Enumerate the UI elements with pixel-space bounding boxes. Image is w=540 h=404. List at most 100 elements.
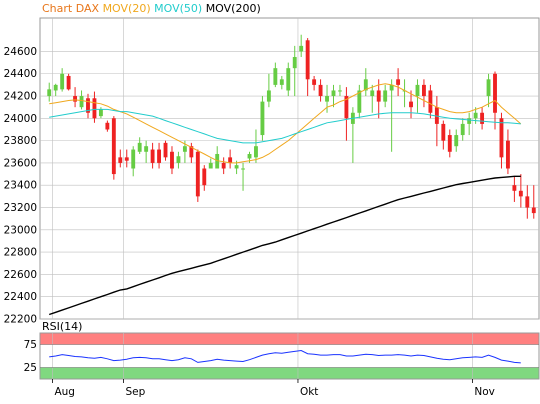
- candle-body-down: [202, 168, 207, 186]
- candle-body-down: [525, 196, 530, 208]
- candle-body-up: [254, 146, 258, 158]
- legend-mov20: MOV(20): [103, 2, 151, 15]
- legend-mov200: MOV(200): [206, 2, 261, 15]
- candle-body-up: [98, 109, 103, 117]
- candle-body-down: [312, 79, 317, 85]
- candle-body-down: [344, 96, 349, 119]
- candle-body-up: [47, 89, 52, 97]
- candle-body-up: [415, 84, 420, 97]
- candle-body-up: [137, 142, 142, 152]
- x-tick-label: Okt: [300, 386, 318, 398]
- candle-body-down: [157, 149, 161, 163]
- rsi-tick-label: 25: [24, 362, 37, 374]
- candle-body-down: [189, 146, 194, 158]
- price-y-axis: 22200 22400 22600 22800 23000 23200 23400 23600…: [4, 46, 37, 326]
- rsi-bands: [40, 333, 539, 379]
- mov200-line: [48, 175, 521, 316]
- candle-body-down: [480, 112, 485, 124]
- candle-body-up: [363, 79, 368, 91]
- candle-body-up: [357, 90, 362, 113]
- candle-body-down: [221, 162, 226, 169]
- candle-body-up: [60, 73, 65, 90]
- price-tick-label: 22200: [4, 314, 37, 326]
- price-tick-label: 24600: [4, 46, 37, 58]
- mov20-line: [49, 83, 522, 164]
- price-tick-label: 22600: [4, 269, 37, 281]
- rsi-oversold-band: [40, 367, 539, 379]
- x-tick-label: Sep: [126, 386, 146, 398]
- candle-body-down: [195, 151, 200, 197]
- candle-body-down: [73, 96, 78, 102]
- candle-body-up: [279, 79, 284, 85]
- candle-body-up: [486, 79, 491, 97]
- candle-body-up: [234, 165, 239, 169]
- candle-body-down: [228, 157, 233, 163]
- candle-body-up: [299, 45, 304, 52]
- candle-body-down: [441, 123, 446, 141]
- chart-legend: Chart DAX MOV(20) MOV(50) MOV(200): [42, 2, 261, 15]
- candle-body-down: [518, 190, 523, 197]
- candle-body-down: [92, 98, 97, 119]
- candle-body-down: [409, 101, 413, 108]
- candle-body-down: [434, 107, 439, 124]
- candle-body-up: [286, 68, 291, 91]
- candle-body-up: [331, 90, 336, 97]
- rsi-y-axis: 25 75: [24, 339, 37, 374]
- rsi-tick-label: 75: [24, 339, 37, 351]
- candle-body-up: [176, 156, 181, 163]
- candle-body-up: [325, 96, 329, 102]
- candle-body-up: [182, 146, 187, 152]
- candle-body-down: [66, 75, 71, 90]
- candle-body-down: [447, 135, 452, 152]
- candle-body-down: [170, 151, 174, 169]
- x-tick-label: Aug: [54, 386, 75, 398]
- candle-body-up: [53, 84, 58, 91]
- candle-body-up: [292, 57, 297, 69]
- price-tick-label: 24200: [4, 91, 37, 103]
- candle-body-up: [144, 146, 149, 152]
- candle-body-up: [467, 118, 472, 124]
- price-tick-label: 23200: [4, 202, 37, 214]
- candle-body-down: [512, 185, 517, 191]
- candle-body-down: [493, 73, 497, 113]
- candle-body-up: [338, 90, 342, 92]
- candle-body-down: [118, 157, 123, 163]
- candle-body-down: [305, 40, 310, 80]
- candle-body-down: [163, 142, 168, 158]
- x-tick-label: Nov: [474, 386, 495, 398]
- candle-body-up: [260, 101, 265, 136]
- candle-body-up: [454, 135, 459, 147]
- rsi-grid: [40, 333, 539, 379]
- rsi-line: [49, 349, 521, 364]
- candle-body-down: [505, 140, 510, 169]
- candle-body-up: [460, 123, 465, 136]
- price-tick-label: 22800: [4, 247, 37, 259]
- candle-body-up: [266, 90, 271, 102]
- candle-body-up: [79, 96, 84, 108]
- candle-body-up: [370, 90, 375, 97]
- candle-body-up: [131, 149, 136, 169]
- candle-body-down: [105, 122, 110, 130]
- price-tick-label: 23400: [4, 180, 37, 192]
- candle-body-down: [531, 207, 536, 214]
- legend-mov50: MOV(50): [154, 2, 202, 15]
- x-axis: Aug Sep Okt Nov: [52, 379, 495, 398]
- candle-body-down: [396, 79, 401, 85]
- mov50-line: [49, 108, 521, 144]
- candle-body-down: [499, 118, 504, 158]
- price-tick-label: 24400: [4, 68, 37, 80]
- candle-body-down: [428, 90, 433, 113]
- candle-body-up: [383, 90, 388, 102]
- rsi-title: RSI(14): [42, 320, 82, 333]
- candle-body-down: [422, 84, 426, 97]
- candlesticks: [47, 34, 536, 219]
- candle-body-up: [247, 154, 252, 159]
- rsi-overbought-band: [40, 333, 539, 345]
- candle-body-down: [86, 98, 90, 113]
- candle-body-down: [150, 149, 155, 163]
- candle-body-up: [241, 168, 245, 170]
- price-tick-label: 23800: [4, 135, 37, 147]
- candle-body-down: [111, 118, 116, 175]
